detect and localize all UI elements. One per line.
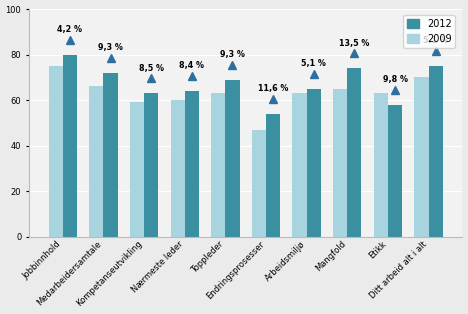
Bar [185,91,199,236]
Bar [211,93,226,236]
Bar [252,130,266,236]
Bar [63,55,77,236]
Text: 4,2 %: 4,2 % [58,25,82,34]
Bar [347,68,361,236]
Bar [266,114,280,236]
Bar [307,89,321,236]
Text: 11,6 %: 11,6 % [258,84,288,93]
Bar [373,93,388,236]
Text: 8,5 %: 8,5 % [139,64,164,73]
Text: 8,4 %: 8,4 % [179,62,205,70]
Bar [89,86,103,236]
Bar [388,105,402,236]
Text: 13,5 %: 13,5 % [339,39,370,48]
Bar [130,102,144,236]
Bar [170,100,185,236]
Bar [333,89,347,236]
Bar [429,66,443,236]
Text: 5,1 %: 5,1 % [301,59,326,68]
Text: 9,8 %: 9,8 % [382,75,408,84]
Bar [414,77,429,236]
Bar [103,73,118,236]
Bar [226,79,240,236]
Text: 5,1 %: 5,1 % [423,36,448,46]
Bar [144,93,158,236]
Legend: 2012, 2009: 2012, 2009 [403,15,455,48]
Bar [49,66,63,236]
Text: 9,3 %: 9,3 % [98,43,123,52]
Bar [292,93,307,236]
Text: 9,3 %: 9,3 % [220,50,245,59]
